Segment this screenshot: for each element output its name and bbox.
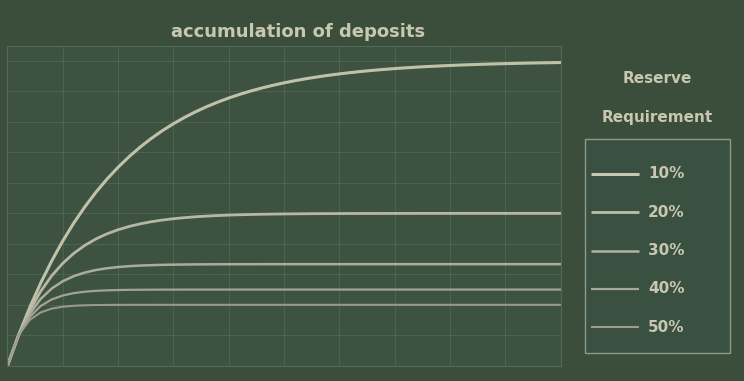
Text: Requirement: Requirement — [602, 110, 713, 125]
Text: 40%: 40% — [648, 282, 684, 296]
FancyBboxPatch shape — [585, 139, 731, 353]
Text: 50%: 50% — [648, 320, 684, 335]
Text: 20%: 20% — [648, 205, 684, 219]
Text: 30%: 30% — [648, 243, 684, 258]
Text: accumulation of deposits: accumulation of deposits — [170, 23, 425, 41]
Text: 10%: 10% — [648, 166, 684, 181]
Text: Reserve: Reserve — [623, 71, 692, 86]
